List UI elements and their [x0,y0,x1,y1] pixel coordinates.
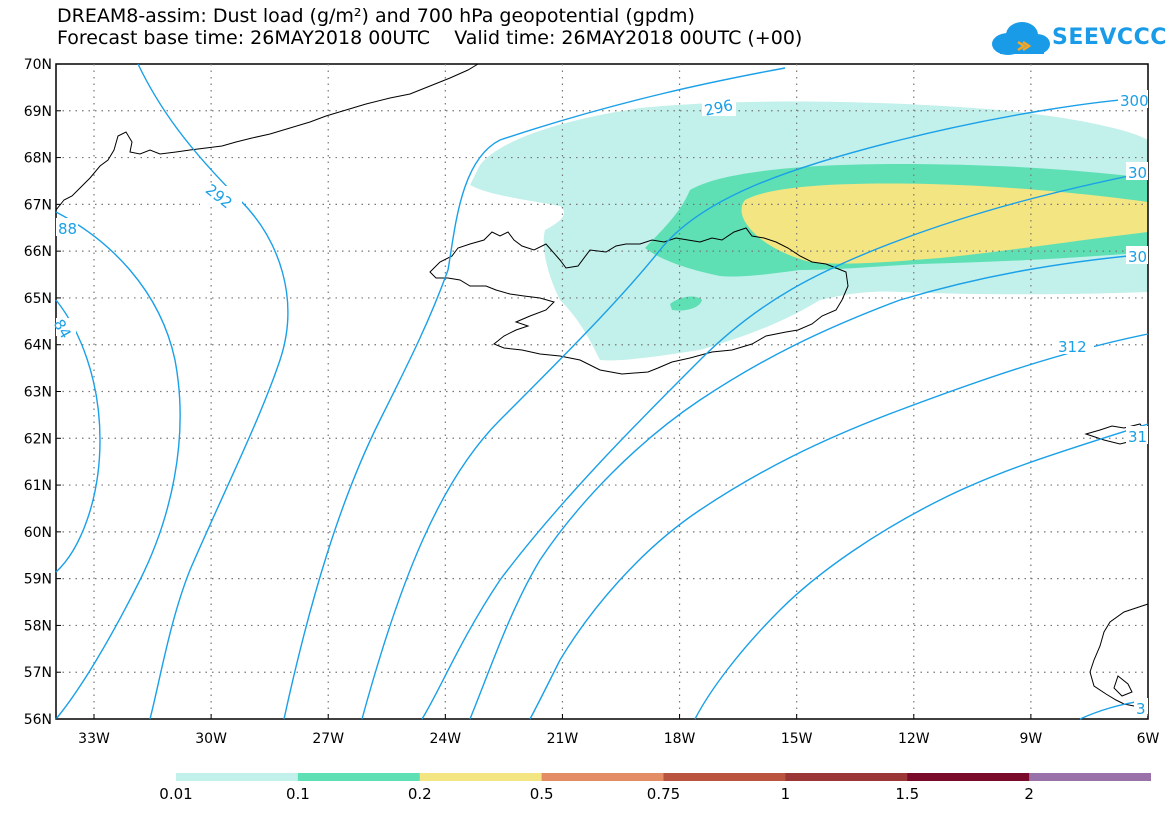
longitude-tick-label: 18W [664,731,696,747]
longitude-labels: 33W 30W 27W 24W 21W 18W 15W 12W 9W 6W [78,714,1160,747]
latitude-tick-label: 70N [24,57,52,73]
longitude-tick-label: 21W [547,731,579,747]
colorbar-swatch [541,773,664,781]
scotland-coastline [1089,603,1149,715]
logo-text: SEEVCCC [1052,25,1167,50]
colorbar-swatch [785,773,908,781]
latitude-tick-label: 62N [24,431,52,447]
latitude-tick-label: 61N [24,478,52,494]
latitude-tick-label: 64N [24,338,52,354]
longitude-tick-label: 27W [312,731,344,747]
contour-label-320: 3 [1136,700,1146,718]
graticule [56,64,1148,719]
hebrides-coastline [1113,675,1133,697]
longitude-tick-label: 6W [1137,731,1160,747]
contour-312 [529,333,1149,720]
colorbar-label: 1 [780,785,791,803]
contour-label-296: 296 [703,96,735,120]
geopotential-contours [55,63,1149,720]
iceland-coastline [429,227,849,375]
latitude-tick-label: 69N [24,104,52,120]
latitude-tick-label: 68N [24,151,52,167]
colorbar-label: 2 [1024,785,1034,803]
contour-label-288: 88 [58,220,77,238]
contour-label-292: 292 [202,180,236,212]
colorbar-swatch [297,773,421,781]
coastlines [55,63,1149,715]
contour-label-304: 30 [1128,164,1147,182]
contour-296 [283,67,786,720]
contour-316 [694,423,1149,720]
longitude-tick-label: 12W [898,731,930,747]
latitude-tick-label: 66N [24,244,52,260]
contour-label-308: 30 [1128,248,1147,266]
colorbar-swatch [907,773,1030,781]
colorbar-label: 0.01 [159,785,193,803]
latitude-tick-label: 56N [24,712,52,728]
greenland-coastline [55,63,479,211]
longitude-tick-label: 24W [429,731,461,747]
dust-shading [470,101,1148,361]
latitude-tick-label: 63N [24,385,52,401]
contour-label-312: 312 [1058,338,1087,356]
contour-292 [137,63,289,720]
map-title: DREAM8-assim: Dust load (g/m²) and 700 h… [57,5,695,27]
colorbar-label: 0.5 [529,785,554,803]
latitude-tick-label: 60N [24,525,52,541]
colorbar-label: 0.1 [285,785,310,803]
longitude-tick-label: 33W [78,731,110,747]
latitude-tick-label: 65N [24,291,52,307]
colorbar-label: 0.75 [646,785,681,803]
contour-288 [55,211,181,720]
latitude-tick-label: 57N [24,665,52,681]
colorbar-swatch [1029,773,1151,781]
contour-284 [55,299,101,573]
contour-308 [469,253,1149,720]
longitude-tick-label: 9W [1020,731,1043,747]
contour-label-300: 300 [1120,92,1149,110]
contour-304 [421,171,1149,720]
longitude-tick-label: 30W [195,731,227,747]
colorbar [176,773,1151,781]
dust-medium-blob [670,296,702,311]
latitude-tick-label: 59N [24,572,52,588]
colorbar-swatch [176,773,299,781]
longitude-tick-label: 15W [781,731,813,747]
contour-label-316: 31 [1128,428,1147,446]
cloud-icon [992,22,1050,55]
contour-300 [361,97,1149,720]
forecast-time-subtitle: Forecast base time: 26MAY2018 00UTC Vali… [57,27,803,49]
colorbar-swatch [419,773,543,781]
latitude-labels: 70N 69N 68N 67N 66N 65N 64N 63N 62N 61N 60N 59N 58N 5… [24,57,61,728]
colorbar-label: 0.2 [407,785,432,803]
colorbar-label: 1.5 [895,785,920,803]
latitude-tick-label: 67N [24,197,52,213]
latitude-tick-label: 58N [24,618,52,634]
colorbar-swatch [663,773,786,781]
seevccc-logo [992,22,1050,55]
